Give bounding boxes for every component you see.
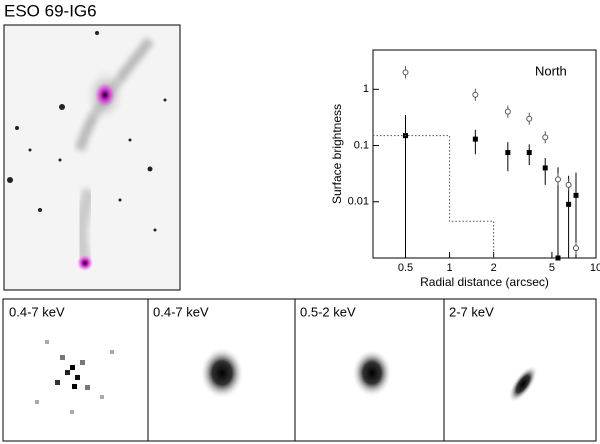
data-point <box>472 91 479 98</box>
data-point <box>526 150 532 156</box>
data-point <box>402 69 409 76</box>
data-point <box>565 181 572 188</box>
y-tick-label: 1 <box>363 83 369 95</box>
y-tick-label: 0.1 <box>354 139 369 151</box>
xray-panels <box>2 298 597 442</box>
x-tick-label: 1 <box>447 262 453 274</box>
panel-label: 0.4-7 keV <box>153 304 209 319</box>
data-point <box>555 255 561 261</box>
data-point <box>554 176 561 183</box>
data-point <box>566 201 572 207</box>
data-point <box>573 192 579 198</box>
x-axis-label: Radial distance (arcsec) <box>420 275 549 289</box>
x-tick-label: 2 <box>491 262 497 274</box>
data-point <box>472 136 478 142</box>
panel-label: 0.4-7 keV <box>9 304 65 319</box>
y-axis-label: Surface brightness <box>330 104 344 204</box>
data-point <box>505 150 511 156</box>
data-point <box>526 115 533 122</box>
figure-title: ESO 69-IG6 <box>4 1 97 20</box>
data-point <box>504 108 511 115</box>
x-tick-label: 5 <box>549 262 555 274</box>
reference-line <box>373 135 495 258</box>
plot-frame <box>372 49 597 259</box>
data-point <box>542 165 548 171</box>
x-tick-label: 0.5 <box>398 262 413 274</box>
annotation: North <box>535 63 567 78</box>
x-tick-label: 10 <box>590 262 600 274</box>
y-tick-label: 0.01 <box>348 196 369 208</box>
optical-image <box>3 24 181 291</box>
panel-label: 2-7 keV <box>449 304 494 319</box>
data-point <box>542 134 549 141</box>
panel-label: 0.5-2 keV <box>300 304 356 319</box>
data-point <box>572 245 579 252</box>
